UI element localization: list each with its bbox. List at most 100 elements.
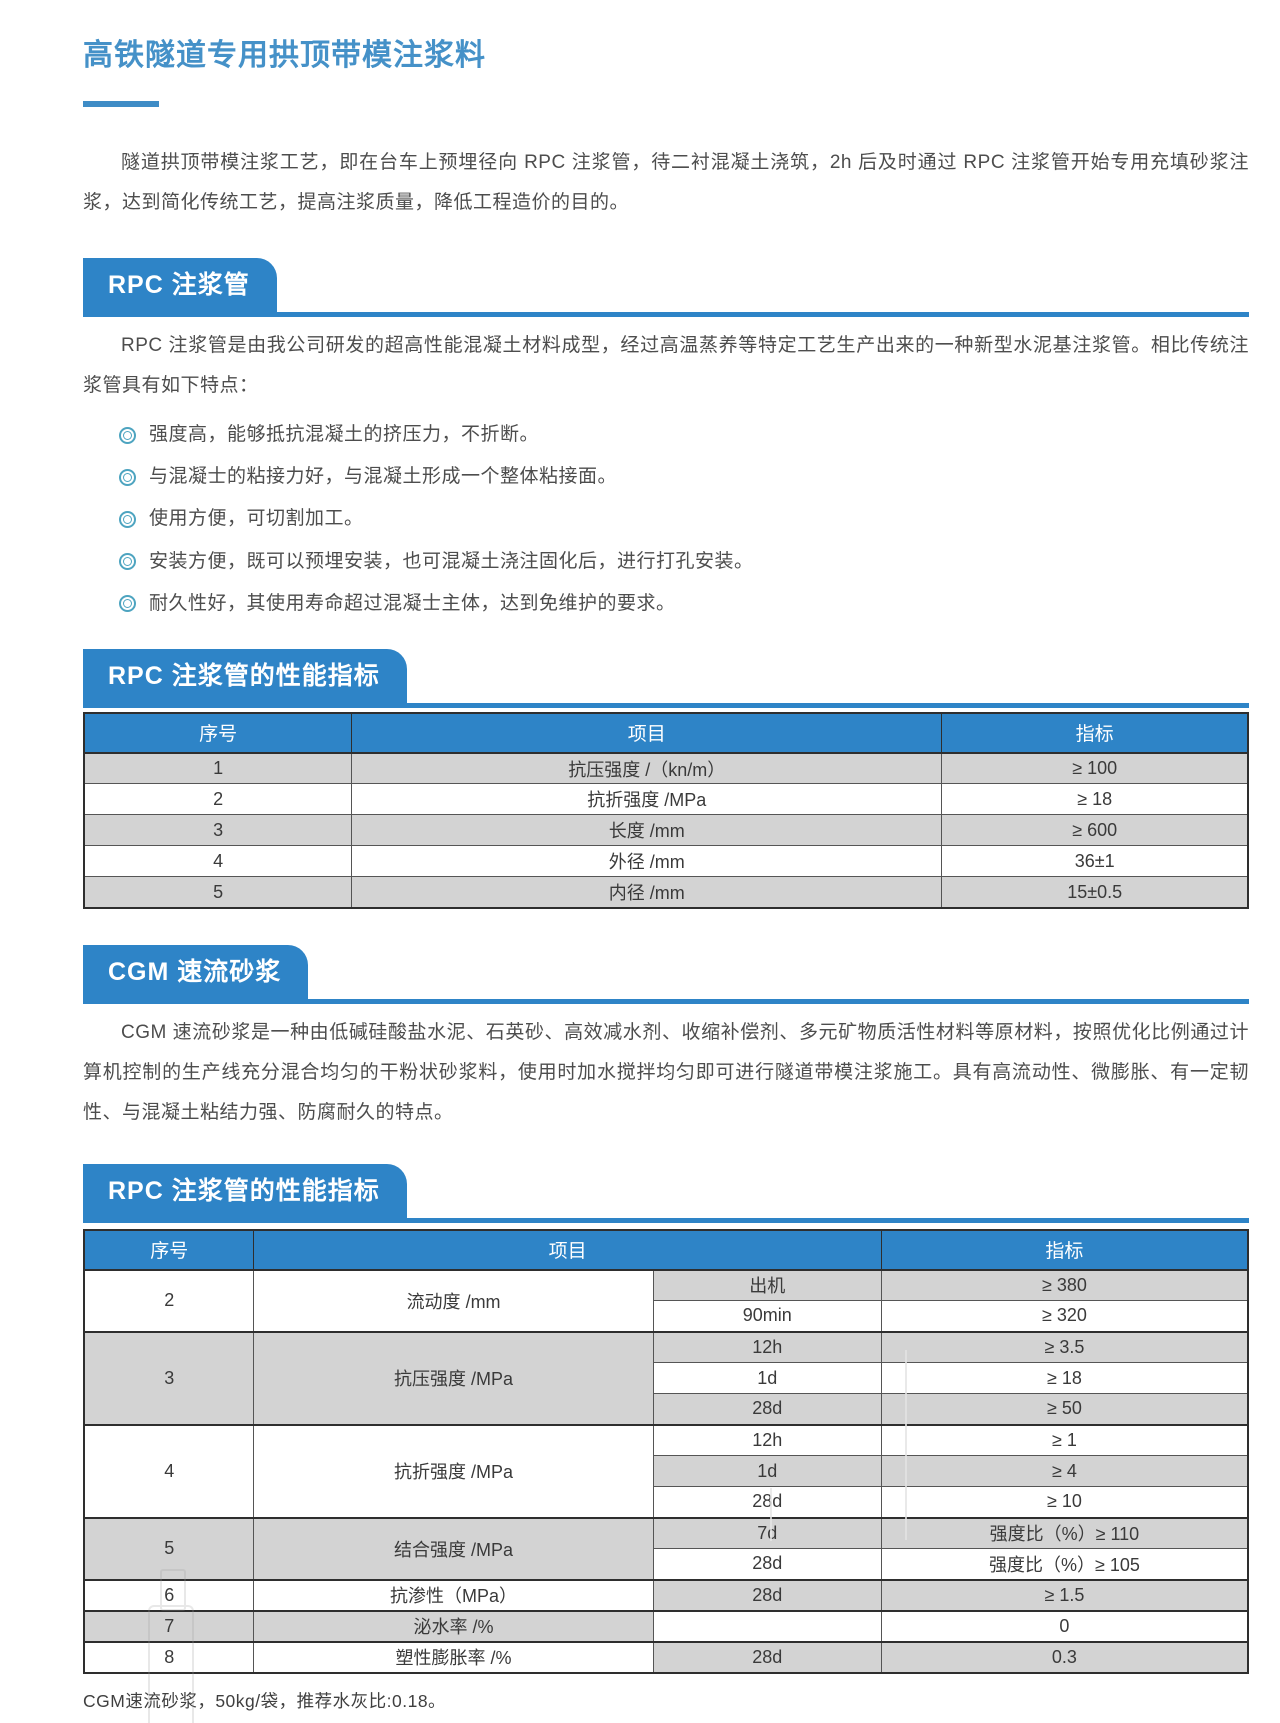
table-row: 28d ≥ 50: [84, 1393, 1249, 1426]
cell-value: ≥ 600: [941, 814, 1249, 847]
table-row: 3 长度 /mm ≥ 600: [83, 814, 1249, 847]
cell-item: 抗折强度 /MPa: [351, 783, 943, 816]
table-row: 4 抗折强度 /MPa 12h ≥ 1: [83, 1423, 1249, 1519]
cell-no: 3: [83, 1330, 255, 1426]
section-badge-cgm: CGM 速流砂浆: [83, 944, 309, 999]
cell-condition: 28d: [652, 1548, 882, 1581]
cell-condition: 12h: [652, 1423, 882, 1457]
cell-value: ≥ 1: [880, 1423, 1249, 1457]
table-row: 2 流动度 /mm 出机 ≥ 380: [83, 1268, 1249, 1333]
rpc-pipe-description: RPC 注浆管是由我公司研发的超高性能混凝土材料成型，经过高温蒸养等特定工艺生产…: [83, 334, 1249, 396]
table-row: 3 抗压强度 /MPa 12h ≥ 3.5: [83, 1330, 1249, 1426]
col-header-no: 序号: [83, 712, 353, 754]
cell-condition: 28d: [652, 1578, 882, 1612]
package-footnote: CGM速流砂浆，50kg/袋，推荐水灰比:0.18。: [83, 1690, 447, 1711]
list-item: 强度高，能够抵抗混凝土的挤压力，不折断。: [119, 414, 1249, 456]
cell-item: 抗压强度 /（kn/m）: [351, 752, 943, 785]
cell-no: 6: [83, 1578, 255, 1612]
cell-condition: 28d: [652, 1486, 882, 1519]
cgm-description: CGM 速流砂浆是一种由低碱硅酸盐水泥、石英砂、高效减水剂、收缩补偿剂、多元矿物…: [83, 1021, 1249, 1124]
cell-item: 内径 /mm: [351, 876, 943, 909]
list-item: 与混凝士的粘接力好，与混凝土形成一个整体粘接面。: [119, 456, 1249, 498]
cell-value: 36±1: [941, 845, 1249, 878]
col-header-no: 序号: [83, 1229, 255, 1271]
cell-value: ≥ 320: [880, 1300, 1249, 1333]
cell-value: ≥ 100: [941, 752, 1249, 785]
cell-condition: 1d: [652, 1455, 882, 1488]
table-row: 90min ≥ 320: [84, 1300, 1249, 1333]
list-item: 安装方便，既可以预埋安装，也可混凝土浇注固化后，进行打孔安装。: [119, 541, 1249, 583]
table-row: 5 内径 /mm 15±0.5: [83, 876, 1249, 909]
cell-no: 3: [83, 814, 353, 847]
section-band-rpc-pipe: RPC 注浆管: [83, 257, 1249, 317]
cell-condition: 1d: [652, 1362, 882, 1395]
cell-value: ≥ 1.5: [880, 1578, 1249, 1612]
table-header-row: 序号 项目 指标: [83, 1229, 1249, 1271]
double-circle-bullet-icon: [119, 510, 136, 528]
list-item: 使用方便，可切割加工。: [119, 498, 1249, 540]
cell-value: 15±0.5: [941, 876, 1249, 909]
cell-no: 5: [83, 876, 353, 909]
cell-value: 0: [880, 1609, 1249, 1643]
double-circle-bullet-icon: [119, 426, 136, 444]
cell-value: ≥ 18: [941, 783, 1249, 816]
table-row: 1d ≥ 4: [84, 1455, 1249, 1488]
list-item: 耐久性好，其使用寿命超过混凝士主体，达到免维护的要求。: [119, 583, 1249, 625]
feature-text: 强度高，能够抵抗混凝土的挤压力，不折断。: [149, 424, 540, 446]
table-row: 1 抗压强度 /（kn/m） ≥ 100: [83, 752, 1249, 785]
rpc-performance-table: 序号 项目 指标 1 抗压强度 /（kn/m） ≥ 100 2 抗折强度 /MP…: [83, 711, 1249, 909]
table-row: 7 泌水率 /% 0: [83, 1609, 1249, 1643]
cgm-performance-table: 序号 项目 指标 2 流动度 /mm 出机 ≥ 380 90min ≥ 320 …: [83, 1228, 1249, 1674]
cell-value: ≥ 3.5: [880, 1330, 1249, 1364]
table-row: 6 抗渗性（MPa） 28d ≥ 1.5: [83, 1578, 1249, 1612]
feature-text: 使用方便，可切割加工。: [149, 508, 364, 530]
table-row: 2 抗折强度 /MPa ≥ 18: [83, 783, 1249, 816]
cell-condition: 7d: [652, 1516, 882, 1550]
section-badge-rpc-pipe: RPC 注浆管: [83, 257, 277, 312]
cell-item: 抗折强度 /MPa: [253, 1423, 654, 1519]
section-band-cgm-table: RPC 注浆管的性能指标: [83, 1163, 1249, 1223]
cell-no: 1: [83, 752, 353, 785]
intro-paragraph: 隧道拱顶带模注浆工艺，即在台车上预埋径向 RPC 注浆管，待二衬混凝土浇筑，2h…: [83, 152, 1249, 214]
double-circle-bullet-icon: [119, 595, 136, 613]
page-title: 高铁隧道专用拱顶带模注浆料: [83, 39, 486, 72]
cell-value: 0.3: [880, 1640, 1249, 1674]
double-circle-bullet-icon: [119, 553, 136, 571]
cell-value: ≥ 380: [880, 1268, 1249, 1302]
table-row: 8 塑性膨胀率 /% 28d 0.3: [83, 1640, 1249, 1674]
feature-text: 耐久性好，其使用寿命超过混凝士主体，达到免维护的要求。: [149, 592, 676, 614]
cell-item: 抗压强度 /MPa: [253, 1330, 654, 1426]
cell-no: 7: [83, 1609, 255, 1643]
cell-value: ≥ 10: [880, 1486, 1249, 1519]
cell-no: 2: [83, 1268, 255, 1333]
title-underline-dash: [83, 101, 159, 107]
cell-no: 4: [83, 1423, 255, 1519]
cell-value: 强度比（%）≥ 110: [880, 1516, 1249, 1550]
table-row: 4 外径 /mm 36±1: [83, 845, 1249, 878]
col-header-spec: 指标: [941, 712, 1249, 754]
table-header-row: 序号 项目 指标: [83, 712, 1249, 754]
feature-text: 与混凝士的粘接力好，与混凝土形成一个整体粘接面。: [149, 466, 618, 488]
cell-no: 4: [83, 845, 353, 878]
col-header-spec: 指标: [880, 1229, 1249, 1271]
cell-no: 8: [83, 1640, 255, 1674]
cell-condition: 出机: [652, 1268, 882, 1302]
cell-value: ≥ 50: [880, 1393, 1249, 1426]
cell-value: 强度比（%）≥ 105: [880, 1548, 1249, 1581]
cell-item: 外径 /mm: [351, 845, 943, 878]
cell-condition: 28d: [652, 1640, 882, 1674]
cell-value: ≥ 4: [880, 1455, 1249, 1488]
feature-text: 安装方便，既可以预埋安装，也可混凝土浇注固化后，进行打孔安装。: [149, 550, 754, 572]
table-row: 5 结合强度 /MPa 7d 强度比（%）≥ 110: [83, 1516, 1249, 1581]
cell-item: 抗渗性（MPa）: [253, 1578, 654, 1612]
cell-item: 长度 /mm: [351, 814, 943, 847]
table-row: 28d ≥ 10: [84, 1486, 1249, 1519]
col-header-item: 项目: [351, 712, 943, 754]
cell-condition: [652, 1609, 882, 1643]
double-circle-bullet-icon: [119, 468, 136, 486]
col-header-item: 项目: [253, 1229, 882, 1271]
cell-condition: 90min: [652, 1300, 882, 1333]
section-band-rpc-table: RPC 注浆管的性能指标: [83, 648, 1249, 708]
cell-item: 泌水率 /%: [253, 1609, 654, 1643]
